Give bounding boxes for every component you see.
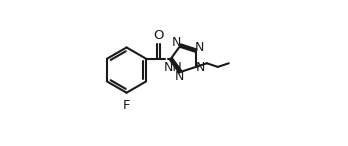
Text: O: O [153, 29, 164, 42]
Text: F: F [123, 99, 130, 112]
Text: N: N [195, 41, 204, 54]
Text: N: N [172, 36, 181, 49]
Text: N: N [195, 61, 205, 74]
Text: N: N [175, 69, 184, 82]
Text: NH: NH [164, 61, 183, 74]
